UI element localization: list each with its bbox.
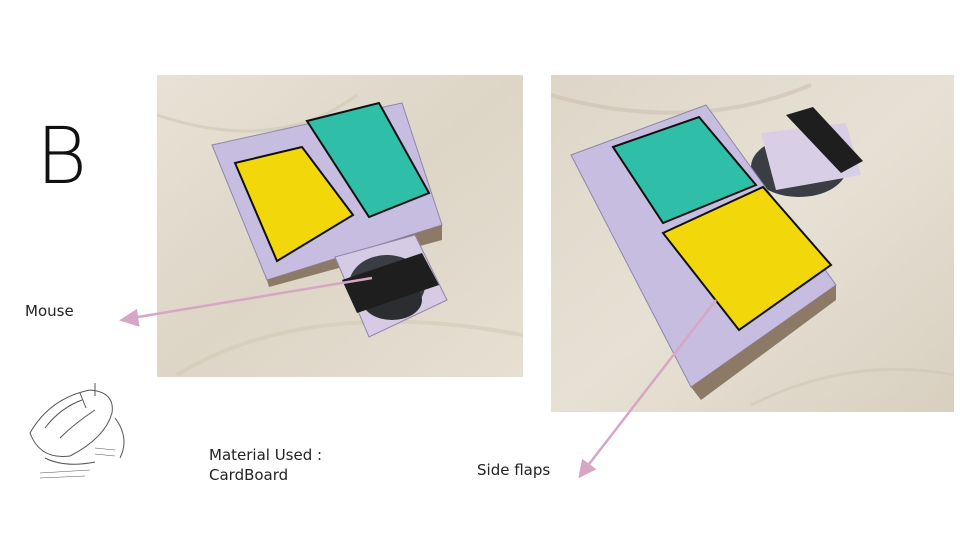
right-photo-drawing — [551, 75, 954, 412]
left-photo — [157, 75, 523, 377]
side-flaps-label: Side flaps — [477, 461, 551, 479]
left-photo-drawing — [157, 75, 523, 377]
mouse-sketch-drawing — [29, 383, 125, 479]
material-used-text: Material Used : CardBoard — [209, 445, 322, 485]
material-used-value: CardBoard — [209, 466, 289, 484]
right-photo — [551, 75, 954, 412]
side-flaps-arrowhead-icon — [578, 458, 597, 479]
mouse-arrowhead-icon — [119, 308, 140, 327]
material-used-heading: Material Used : — [209, 446, 323, 464]
mouse-sketch — [20, 378, 140, 498]
section-letter: B — [36, 112, 88, 202]
mouse-label: Mouse — [25, 302, 74, 320]
